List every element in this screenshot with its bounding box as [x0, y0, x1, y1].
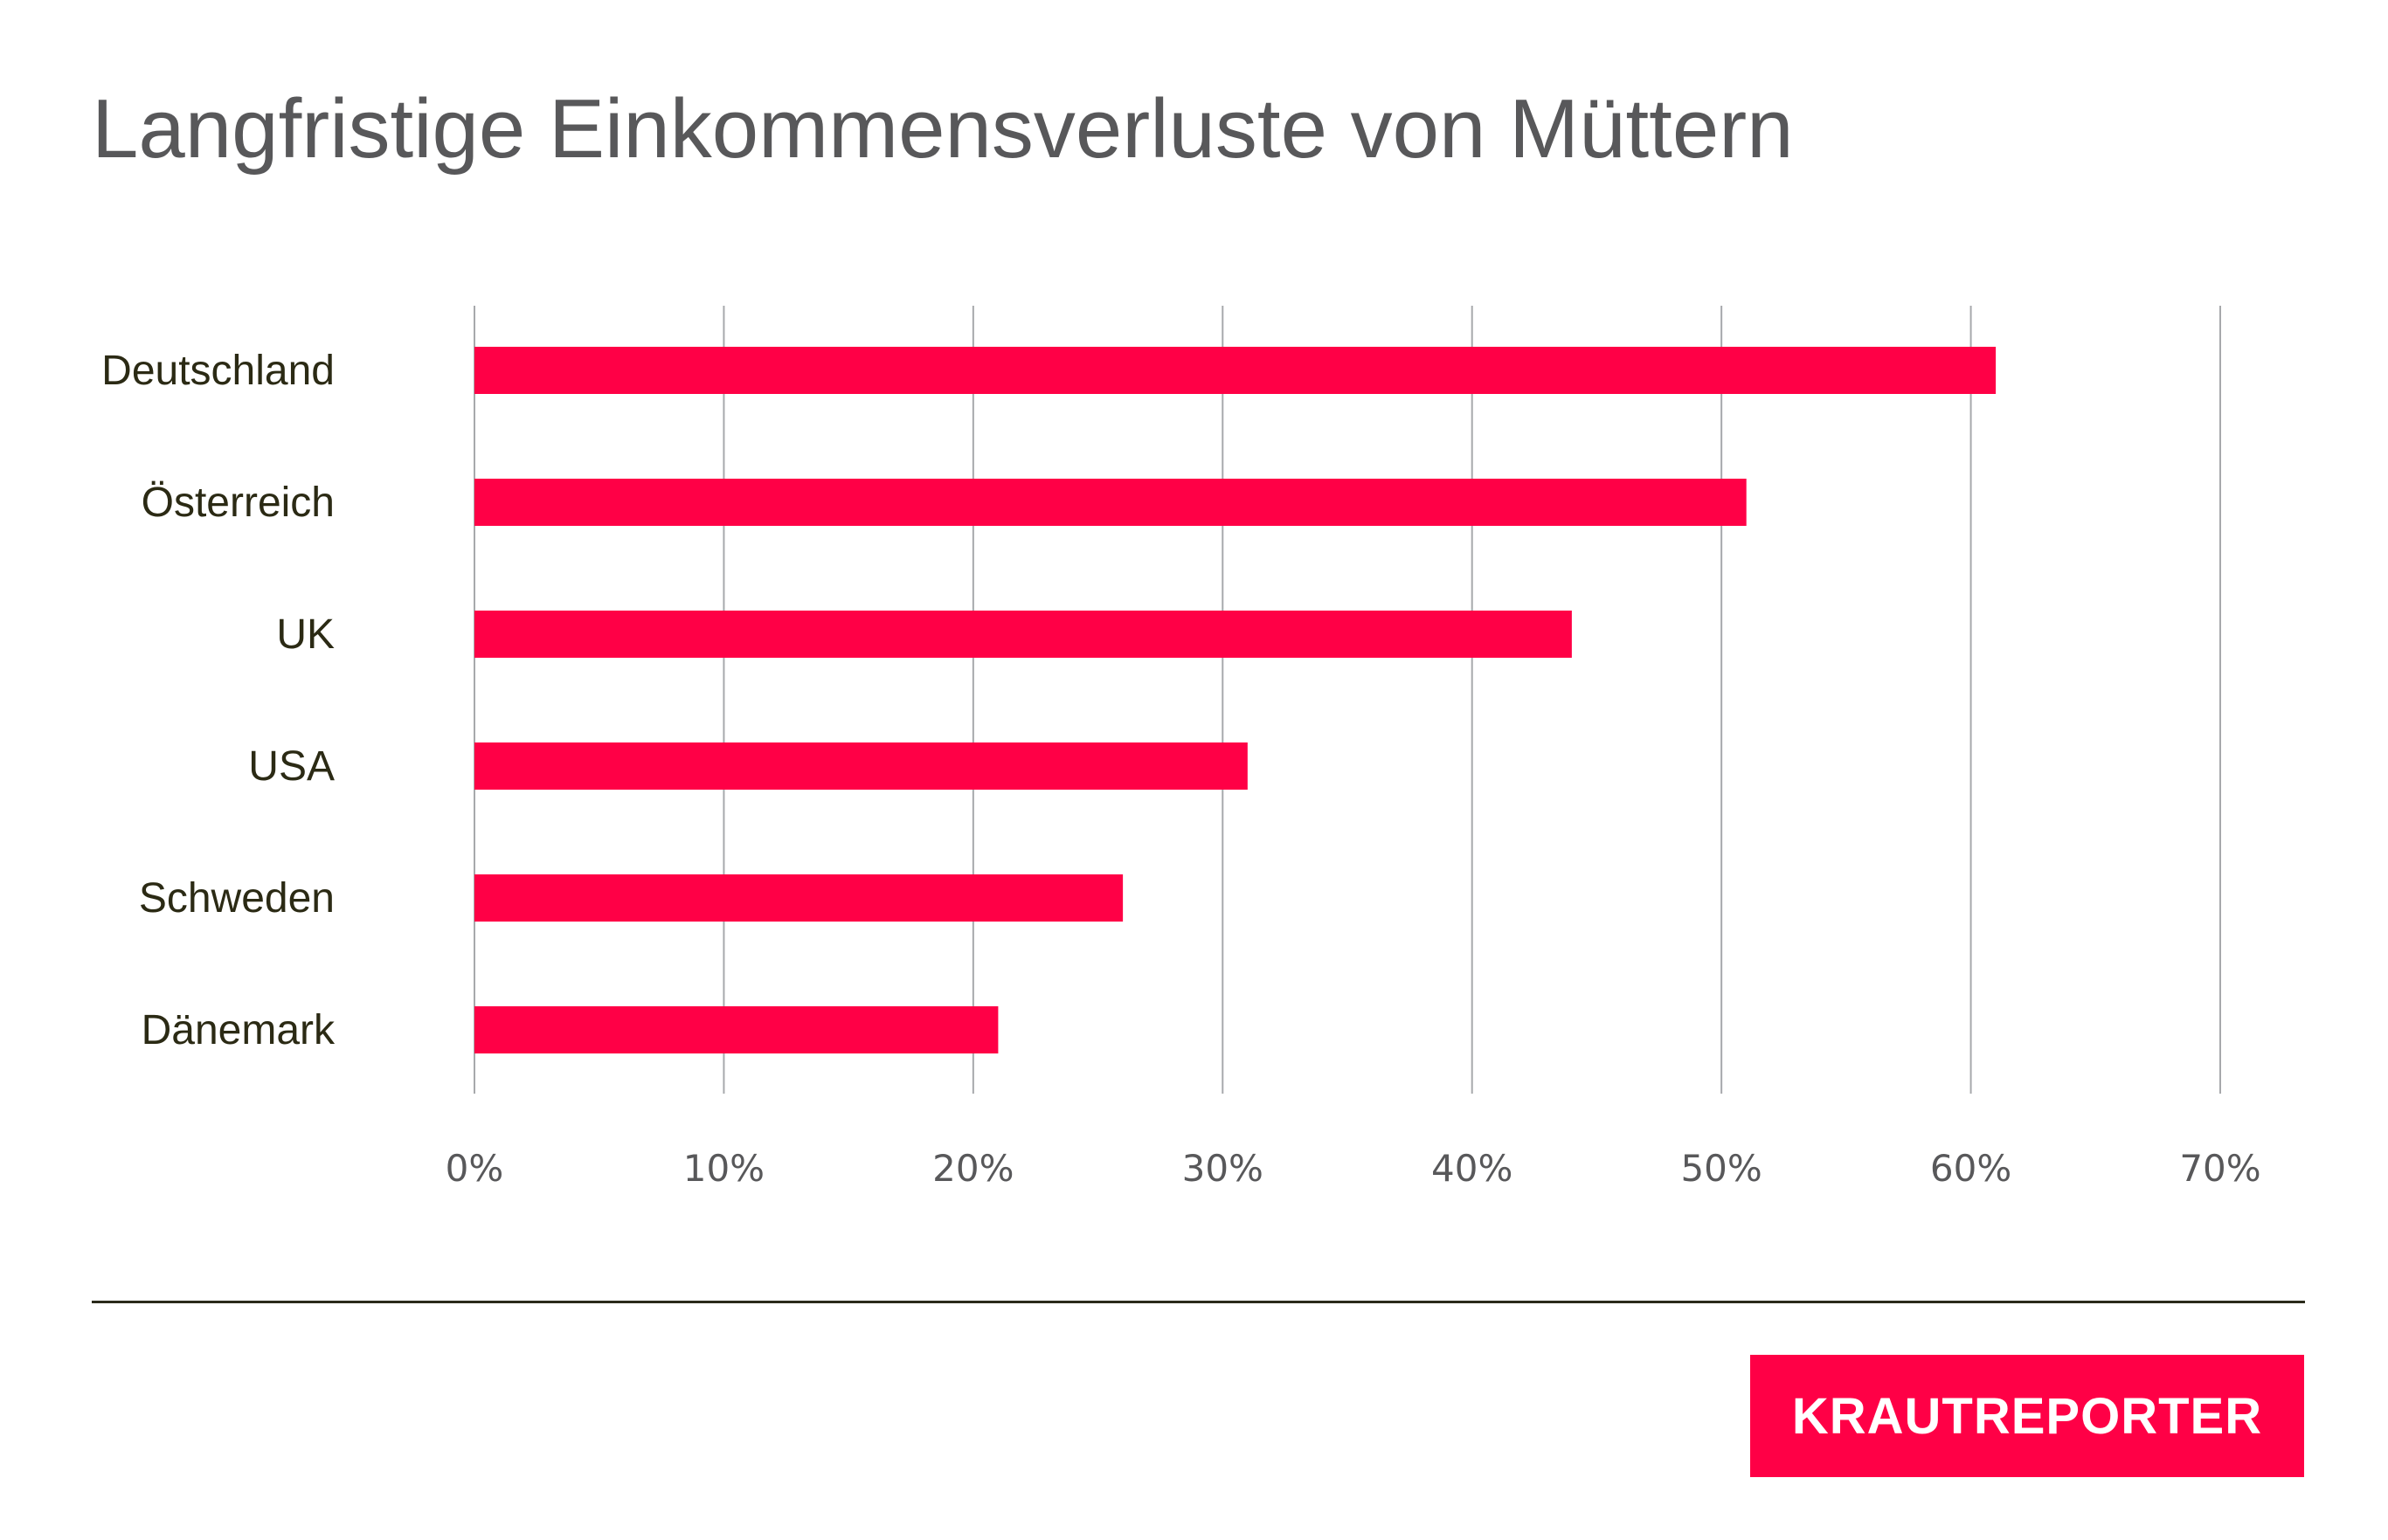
x-tick-label: 30% — [1182, 1147, 1263, 1190]
chart-title: Langfristige Einkommensverluste von Mütt… — [92, 82, 1794, 176]
x-tick-label: 50% — [1680, 1147, 1762, 1190]
category-label: USA — [248, 743, 335, 790]
logo-text: KRAUTREPORTER — [1791, 1387, 2263, 1445]
bar — [474, 479, 1747, 526]
category-label: Deutschland — [101, 348, 335, 394]
footer-divider — [92, 1301, 2305, 1303]
category-label: Österreich — [142, 480, 335, 526]
bar — [474, 874, 1124, 922]
bar — [474, 611, 1572, 658]
bar — [474, 742, 1248, 790]
x-tick-labels: 0% 10% 20% 30% 40% 50% 60% 70% — [446, 1147, 2261, 1190]
bars — [474, 347, 1997, 1053]
x-tick-label: 20% — [932, 1147, 1014, 1190]
x-tick-label: 60% — [1930, 1147, 2011, 1190]
bar — [474, 1006, 999, 1053]
grid-lines — [474, 306, 2221, 1094]
category-label: UK — [276, 611, 335, 658]
bar-chart: Deutschland Österreich UK USA Schweden Dänema… — [101, 306, 2261, 1190]
category-labels: Deutschland Österreich UK USA Schweden Dänema… — [101, 348, 336, 1053]
category-label: Dänemark — [142, 1007, 336, 1053]
x-tick-label: 10% — [683, 1147, 765, 1190]
krautreporter-logo[interactable]: KRAUTREPORTER — [1750, 1355, 2304, 1477]
x-tick-label: 0% — [446, 1147, 504, 1190]
x-tick-label: 70% — [2179, 1147, 2260, 1190]
category-label: Schweden — [139, 875, 335, 922]
x-tick-label: 40% — [1431, 1147, 1512, 1190]
bar — [474, 347, 1997, 394]
